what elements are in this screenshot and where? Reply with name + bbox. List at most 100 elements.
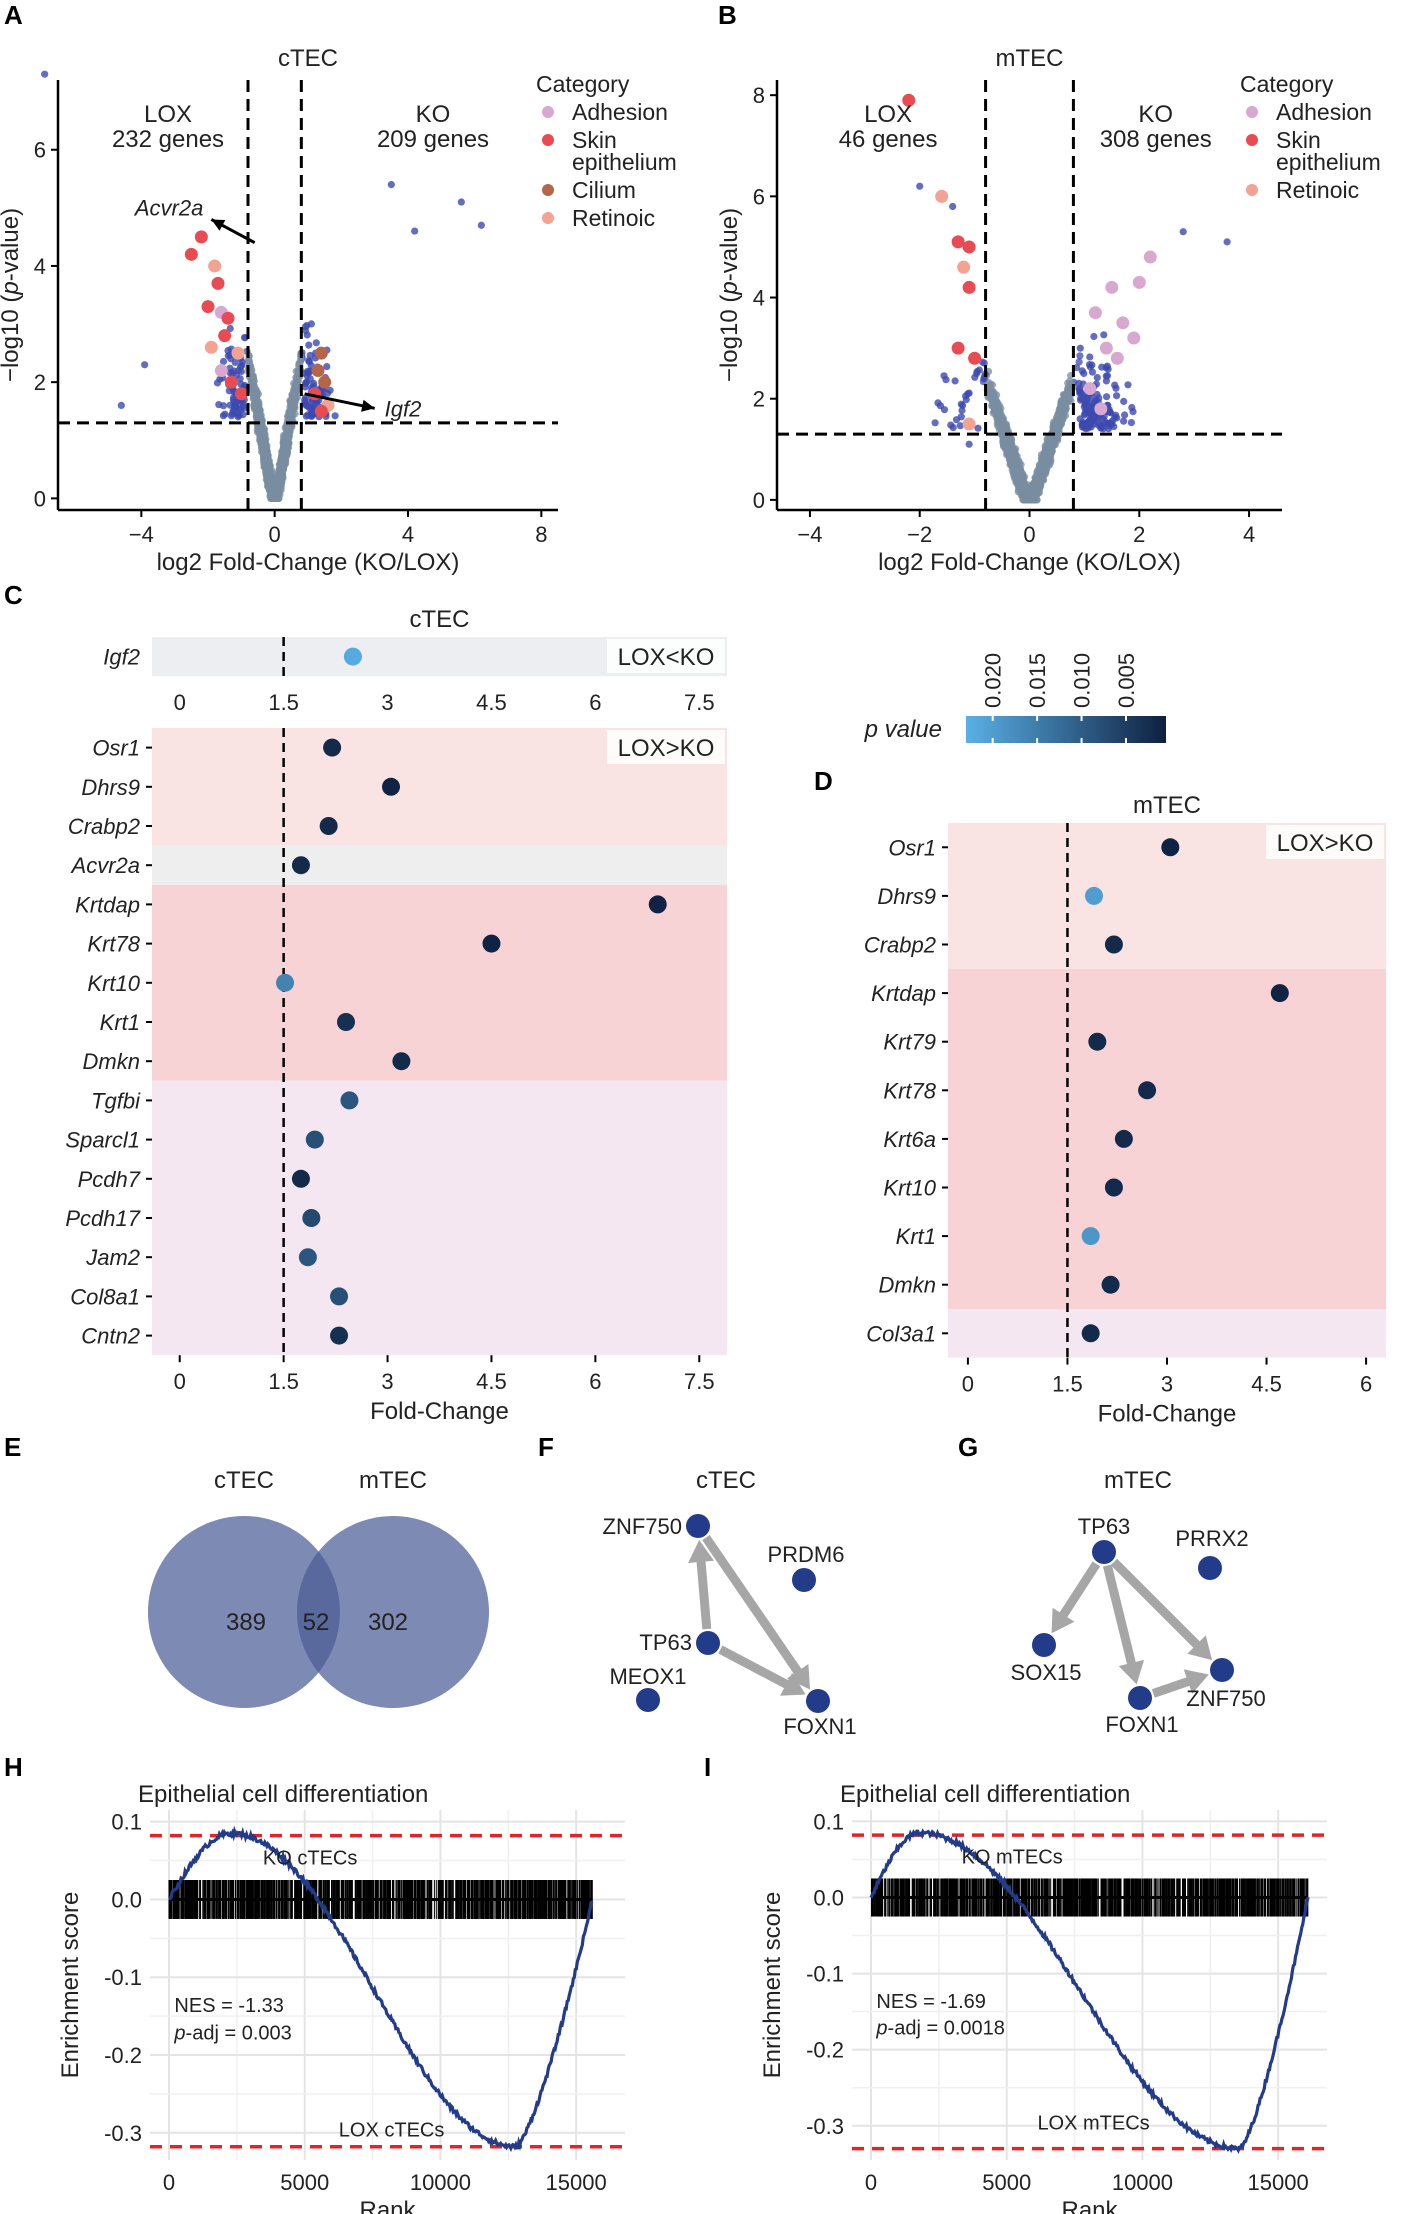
sig-gene-point <box>221 410 229 418</box>
panel-e-venn: cTEC mTEC 389 52 302 <box>148 1467 489 1708</box>
gene-label: Krt10 <box>883 1176 936 1201</box>
category-gene-point <box>208 259 222 273</box>
legend-key <box>542 134 554 146</box>
gene-dot <box>482 934 501 953</box>
category-gene-point <box>204 340 218 354</box>
sig-gene-point <box>239 411 247 419</box>
gene-point <box>1045 439 1053 447</box>
sig-gene-point <box>916 182 924 190</box>
sig-gene-point <box>931 419 939 427</box>
venn-set-label: cTEC <box>214 1467 274 1494</box>
dotplot-title: cTEC <box>410 606 470 633</box>
category-band-skin <box>948 968 1386 1309</box>
gene-point <box>257 425 265 433</box>
gene-point <box>281 449 289 457</box>
category-gene-point <box>311 364 325 378</box>
sig-gene-point <box>1112 384 1120 392</box>
gene-point <box>290 398 298 406</box>
legend-label: Retinoic <box>1276 177 1359 203</box>
sig-gene-point <box>1102 372 1110 380</box>
x-axis-label: log2 Fold-Change (KO/LOX) <box>878 549 1181 576</box>
category-gene-point <box>1094 402 1108 416</box>
category-gene-point <box>234 387 248 401</box>
category-gene-point <box>194 230 208 244</box>
sig-gene-point <box>1075 358 1083 366</box>
network-edge <box>1055 1561 1101 1624</box>
pvalue-colorbar: 0.020 0.015 0.010 0.005 p value <box>864 653 1166 743</box>
venn-set-label: mTEC <box>359 1467 427 1494</box>
gene-label: Osr1 <box>888 835 936 860</box>
x-tick-label: 4 <box>1243 522 1255 547</box>
gene-dot <box>1161 838 1180 857</box>
x-tick-label: 6 <box>1360 1372 1372 1397</box>
x-tick-label: 4 <box>402 522 414 547</box>
category-gene-point <box>1099 341 1113 355</box>
gene-dot <box>336 1013 355 1031</box>
sig-gene-point <box>1093 374 1101 382</box>
gene-point <box>270 494 278 502</box>
gene-point <box>258 438 266 446</box>
category-gene-point <box>218 329 232 343</box>
legend-title: Category <box>1240 71 1334 97</box>
gene-label: Krt78 <box>87 932 140 957</box>
x-tick-label: 0 <box>174 690 186 715</box>
gene-dot <box>392 1052 411 1071</box>
ko-group-label: KO <box>1138 101 1173 128</box>
panel-label-c: C <box>4 580 23 610</box>
gene-point <box>1011 462 1019 470</box>
ko-gene-count: 209 genes <box>377 126 489 153</box>
legend-key <box>1246 184 1258 196</box>
network-node <box>1128 1686 1152 1710</box>
sig-gene-point <box>411 227 419 235</box>
gene-point <box>1040 462 1048 470</box>
sig-gene-point <box>949 424 957 432</box>
x-tick-label: 4.5 <box>1251 1372 1282 1397</box>
gene-dot <box>1081 1227 1100 1246</box>
colorbar-bar <box>966 716 1166 743</box>
y-tick-label: 0 <box>753 488 765 513</box>
sig-gene-point <box>303 321 311 330</box>
legend-label: Adhesion <box>572 99 668 125</box>
panel-label-b: B <box>718 0 737 30</box>
gene-dot <box>1104 1178 1123 1197</box>
sig-gene-point <box>477 221 485 229</box>
gene-label: Pcdh7 <box>78 1167 141 1192</box>
panel-label-a: A <box>4 0 23 30</box>
sig-gene-point <box>305 357 313 365</box>
sig-gene-point <box>1121 411 1129 419</box>
arrowhead <box>361 399 375 412</box>
sig-gene-point <box>1113 392 1121 400</box>
x-tick-label: 0 <box>269 522 281 547</box>
sig-gene-point <box>1128 403 1136 412</box>
network-node-label: MEOX1 <box>609 1664 686 1689</box>
sig-gene-point <box>457 198 465 206</box>
sig-gene-point <box>1076 352 1084 360</box>
direction-label: LOX>KO <box>1266 825 1384 859</box>
sig-gene-point <box>238 358 246 366</box>
gene-point <box>278 460 286 468</box>
category-gene-point <box>962 240 976 254</box>
gene-point <box>253 392 261 400</box>
network-node <box>1198 1556 1222 1580</box>
lox-group-label: LOX <box>864 101 912 128</box>
sig-gene-point <box>305 341 313 349</box>
gene-dot <box>343 647 362 666</box>
sig-gene-point <box>1077 394 1085 402</box>
category-band-adhesion <box>152 1080 727 1356</box>
legend-key <box>542 106 554 118</box>
network-node <box>806 1689 830 1713</box>
gene-point <box>280 435 288 443</box>
category-gene-point <box>224 375 238 389</box>
sig-gene-point <box>1124 381 1132 389</box>
panel-a-volcano-ctec: cTEC −4 0 4 8 0 2 4 6 log2 Fold-Change (KO/LOX) −l… <box>0 45 677 576</box>
category-gene-point <box>1127 331 1141 345</box>
venn-count-mtec: 302 <box>368 1609 408 1636</box>
gene-dot <box>330 1287 349 1306</box>
venn-count-overlap: 52 <box>303 1609 330 1636</box>
gene-point <box>260 446 268 454</box>
venn-count-ctec: 389 <box>226 1609 266 1636</box>
panel-label-f: F <box>538 1432 554 1462</box>
gene-point <box>276 471 284 479</box>
gene-dot <box>298 1248 317 1267</box>
gene-label: Krtdap <box>75 892 140 917</box>
